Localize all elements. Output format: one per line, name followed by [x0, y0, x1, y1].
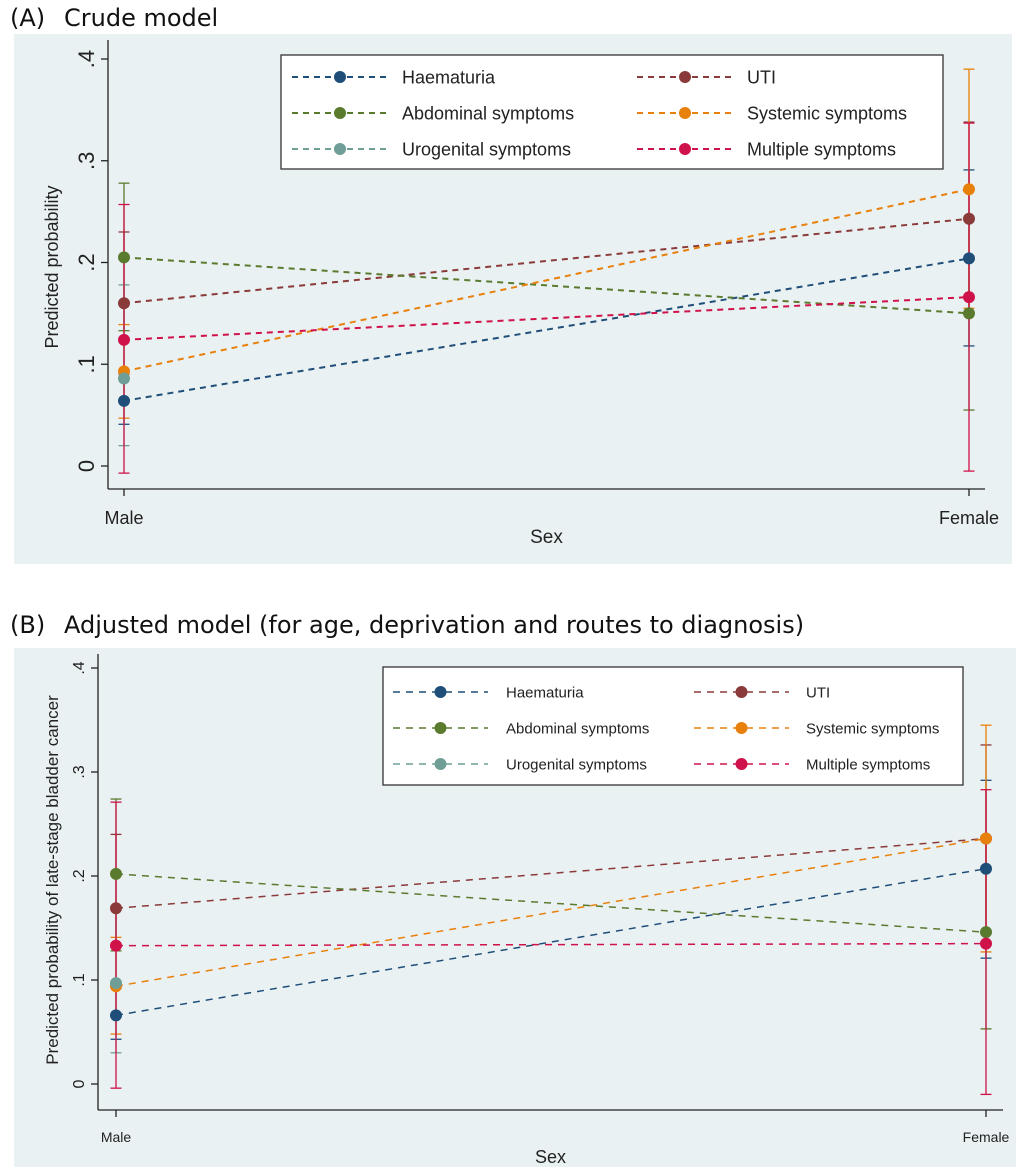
y-tick-label: .2 [74, 253, 99, 271]
marker-abdominal-symptoms-female [980, 926, 992, 939]
legend-box [280, 54, 944, 170]
crude-model-chart: 0 .1 .2 .3 .4 Male Female Sex Predicted probabil… [14, 34, 1012, 564]
legend-marker-uti [735, 686, 748, 698]
series-line-uti [123, 217, 970, 305]
x-tick-label-male: Male [101, 1129, 132, 1145]
marker-urogenital-symptoms-male [118, 372, 130, 385]
y-tick-label: .1 [74, 355, 99, 373]
marker-haematuria-female [963, 252, 975, 265]
legend-label-uti: UTI [806, 684, 830, 701]
x-tick-label-female: Female [939, 508, 999, 528]
marker-systemic-symptoms-female [980, 832, 992, 845]
marker-abdominal-symptoms-female [963, 307, 975, 320]
series-line-systemic-symptoms [123, 188, 970, 373]
y-tick-label: 0 [74, 460, 99, 472]
marker-uti-male [118, 297, 130, 310]
legend-marker-haematuria [334, 71, 346, 83]
series-line-haematuria [115, 867, 987, 1017]
panel-a-title: Crude model [64, 4, 219, 32]
y-tick-label: 0 [71, 1079, 88, 1088]
legend-marker-urogenital-symptoms [434, 758, 447, 770]
legend-marker-abdominal-symptoms [434, 722, 447, 734]
legend-label-urogenital-symptoms: Urogenital symptoms [402, 139, 571, 159]
legend-label-abdominal-symptoms: Abdominal symptoms [402, 103, 574, 123]
panel-b-heading: (B) Adjusted model (for age, deprivation … [10, 611, 804, 639]
marker-haematuria-male [110, 1009, 122, 1022]
marker-systemic-symptoms-female [963, 183, 975, 196]
legend-marker-systemic-symptoms [679, 107, 691, 119]
legend-label-uti: UTI [747, 67, 776, 87]
legend-label-abdominal-symptoms: Abdominal symptoms [506, 720, 649, 737]
series-line-uti [115, 837, 987, 909]
x-axis-title: Sex [530, 527, 563, 548]
y-tick-label: .4 [74, 50, 99, 68]
panel-a-letter: (A) [10, 4, 46, 32]
marker-multiple-symptoms-female [963, 291, 975, 304]
panel-b-title: Adjusted model (for age, deprivation and… [64, 611, 805, 639]
marker-abdominal-symptoms-male [118, 251, 130, 264]
legend-marker-abdominal-symptoms [334, 107, 346, 119]
series-line-systemic-symptoms [115, 837, 987, 987]
legend-box [382, 666, 964, 786]
legend-label-haematuria: Haematuria [506, 684, 584, 701]
marker-abdominal-symptoms-male [110, 867, 122, 880]
y-tick-label: .3 [71, 765, 88, 778]
marker-uti-male [110, 902, 122, 915]
y-tick-label: .4 [71, 661, 88, 674]
panel-b-letter: (B) [10, 611, 46, 639]
series-line-multiple-symptoms [115, 942, 987, 947]
legend-label-systemic-symptoms: Systemic symptoms [806, 720, 939, 737]
legend-marker-multiple-symptoms [735, 758, 748, 770]
marker-urogenital-symptoms-male [110, 977, 122, 990]
legend-marker-uti [679, 71, 691, 83]
y-axis-title: Predicted probability [42, 185, 62, 348]
x-tick-label-female: Female [963, 1129, 1010, 1145]
panel-a-heading: (A) Crude model [10, 4, 218, 32]
y-axis-title: Predicted probability of late-stage blad… [43, 695, 62, 1065]
legend-label-multiple-symptoms: Multiple symptoms [747, 139, 896, 159]
x-axis-title: Sex [535, 1147, 566, 1167]
marker-multiple-symptoms-male [110, 939, 122, 952]
series-line-abdominal-symptoms [115, 873, 987, 933]
marker-haematuria-female [980, 862, 992, 875]
series-line-multiple-symptoms [123, 296, 970, 341]
marker-multiple-symptoms-male [118, 333, 130, 346]
legend-marker-haematuria [434, 686, 447, 698]
marker-uti-female [963, 212, 975, 225]
legend-label-haematuria: Haematuria [402, 67, 496, 87]
legend-label-multiple-symptoms: Multiple symptoms [806, 756, 930, 773]
legend-marker-urogenital-symptoms [334, 143, 346, 155]
legend-label-systemic-symptoms: Systemic symptoms [747, 103, 907, 123]
y-tick-label: .3 [74, 152, 99, 170]
legend-label-urogenital-symptoms: Urogenital symptoms [506, 756, 647, 773]
legend-marker-multiple-symptoms [679, 143, 691, 155]
marker-haematuria-male [118, 394, 130, 407]
y-tick-label: .2 [71, 869, 88, 882]
marker-multiple-symptoms-female [980, 937, 992, 950]
y-tick-label: .1 [71, 973, 88, 986]
x-tick-label-male: Male [104, 508, 143, 528]
legend-marker-systemic-symptoms [735, 722, 748, 734]
